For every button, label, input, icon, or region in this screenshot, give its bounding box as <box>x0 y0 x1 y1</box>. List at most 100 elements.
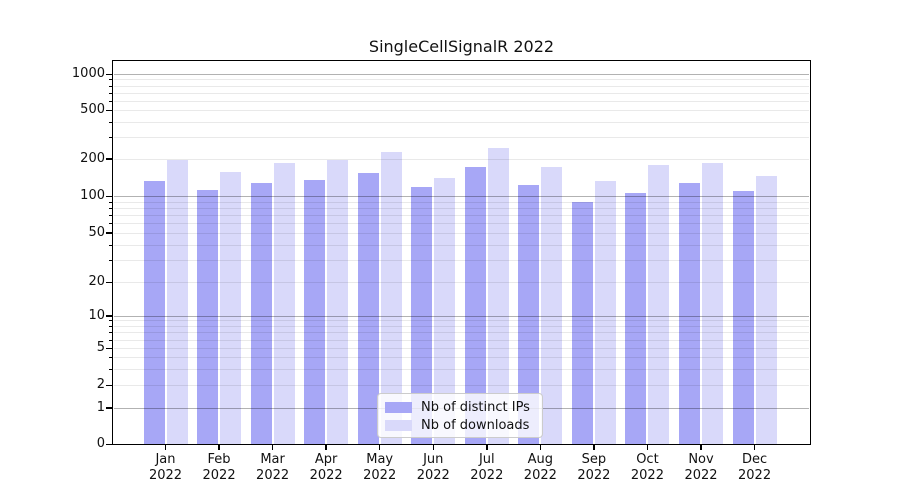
y-tick-label: 0 <box>96 436 105 451</box>
gridline-minor <box>114 207 809 209</box>
bar-downloads-feb <box>220 171 242 444</box>
gridline-minor <box>114 214 809 216</box>
gridline-minor <box>114 320 809 322</box>
y-minor-tick-mark <box>109 357 113 359</box>
gridline-minor <box>114 326 809 328</box>
x-tick-mark <box>325 444 327 450</box>
x-tick-label-apr: Apr 2022 <box>309 452 343 483</box>
legend-row-downloads: Nb of downloads <box>385 417 534 433</box>
x-tick-mark <box>271 444 274 450</box>
x-tick-mark <box>218 444 220 450</box>
bar-downloads-mar <box>273 162 295 444</box>
plot-frame <box>112 60 811 445</box>
x-tick-label-mar: Mar 2022 <box>256 452 290 483</box>
y-minor-tick-mark <box>109 320 113 322</box>
x-tick-mark <box>432 444 434 450</box>
bar-ips-oct <box>625 193 647 444</box>
gridline-minor <box>114 244 809 246</box>
gridline-minor <box>114 92 809 94</box>
x-tick-mark <box>539 444 542 450</box>
gridline-minor <box>114 100 809 102</box>
gridline-minor <box>114 260 809 262</box>
y-tick-label: 50 <box>88 224 105 240</box>
legend-label-ips: Nb of distinct IPs <box>421 399 530 415</box>
bar-downloads-oct <box>648 164 670 444</box>
legend: Nb of distinct IPs Nb of downloads <box>377 393 543 438</box>
bar-ips-jul <box>464 167 486 444</box>
y-tick-mark <box>106 73 113 75</box>
chart-title: SingleCellSignalR 2022 <box>368 37 555 56</box>
gridline-minor <box>114 368 809 370</box>
y-tick-mark <box>106 407 113 409</box>
bar-ips-jun <box>411 186 433 444</box>
bar-ips-may <box>357 172 379 444</box>
x-tick-label-oct: Oct 2022 <box>630 452 664 483</box>
gridline-minor <box>114 201 809 203</box>
y-tick-label: 1 <box>96 399 105 415</box>
y-minor-tick-mark <box>109 368 113 370</box>
y-tick-mark <box>106 315 113 317</box>
y-tick-label: 10 <box>88 307 105 323</box>
legend-label-downloads: Nb of downloads <box>421 417 530 433</box>
x-tick-label-nov: Nov 2022 <box>684 452 718 483</box>
gridline-minor <box>114 348 809 350</box>
bar-ips-dec <box>732 191 754 444</box>
bar-downloads-dec <box>755 176 777 444</box>
gridline-minor <box>114 137 809 139</box>
x-tick-label-jul: Jul 2022 <box>470 452 504 483</box>
y-minor-tick-mark <box>109 85 113 87</box>
y-tick-label: 20 <box>88 274 105 289</box>
bar-ips-sep <box>571 201 593 444</box>
x-tick-label-jun: Jun 2022 <box>416 452 450 483</box>
y-tick-mark <box>106 384 113 387</box>
bar-ips-feb <box>197 189 219 444</box>
bar-ips-apr <box>304 179 326 444</box>
x-tick-mark <box>164 444 167 450</box>
y-minor-tick-mark <box>109 79 113 81</box>
gridline-major <box>114 315 809 317</box>
gridline-minor <box>114 339 809 341</box>
bar-downloads-aug <box>541 167 563 444</box>
bar-downloads-nov <box>702 163 723 444</box>
y-minor-tick-mark <box>109 339 113 341</box>
x-tick-label-may: May 2022 <box>363 452 397 483</box>
legend-row-ips: Nb of distinct IPs <box>385 399 534 415</box>
gridline-major <box>114 74 809 75</box>
y-minor-tick-mark <box>109 137 113 139</box>
y-minor-tick-mark <box>109 121 113 123</box>
x-tick-label-sep: Sep 2022 <box>577 452 611 483</box>
y-tick-mark <box>106 195 113 197</box>
y-minor-tick-mark <box>109 207 113 209</box>
y-tick-label: 500 <box>80 102 105 117</box>
x-tick-mark <box>486 444 488 450</box>
bar-downloads-jan <box>166 160 188 444</box>
y-tick-mark <box>106 232 113 234</box>
gridline-minor <box>114 282 809 283</box>
gridline-minor <box>114 85 809 87</box>
x-tick-mark <box>593 444 595 450</box>
x-tick-mark <box>646 444 649 450</box>
x-tick-mark <box>753 444 756 450</box>
y-minor-tick-mark <box>109 326 113 328</box>
y-tick-mark <box>106 347 113 350</box>
bar-downloads-sep <box>594 180 616 444</box>
y-minor-tick-mark <box>109 260 113 262</box>
bar-downloads-jul <box>487 148 509 444</box>
y-minor-tick-mark <box>109 201 113 203</box>
y-tick-mark <box>106 109 113 111</box>
bar-downloads-may <box>380 152 402 444</box>
y-tick-label: 200 <box>80 150 105 166</box>
bar-ips-jan <box>143 180 165 444</box>
x-tick-label-jan: Jan 2022 <box>148 452 183 483</box>
x-tick-label-feb: Feb 2022 <box>202 452 236 483</box>
x-tick-mark <box>378 444 381 450</box>
gridline-major <box>114 196 809 197</box>
y-minor-tick-mark <box>109 244 113 246</box>
gridline-minor <box>114 158 809 160</box>
gridline-minor <box>114 357 809 359</box>
legend-swatch-ips-icon <box>385 401 412 413</box>
bar-downloads-apr <box>327 160 349 444</box>
legend-swatch-downloads-icon <box>385 419 412 431</box>
y-minor-tick-mark <box>109 100 113 102</box>
